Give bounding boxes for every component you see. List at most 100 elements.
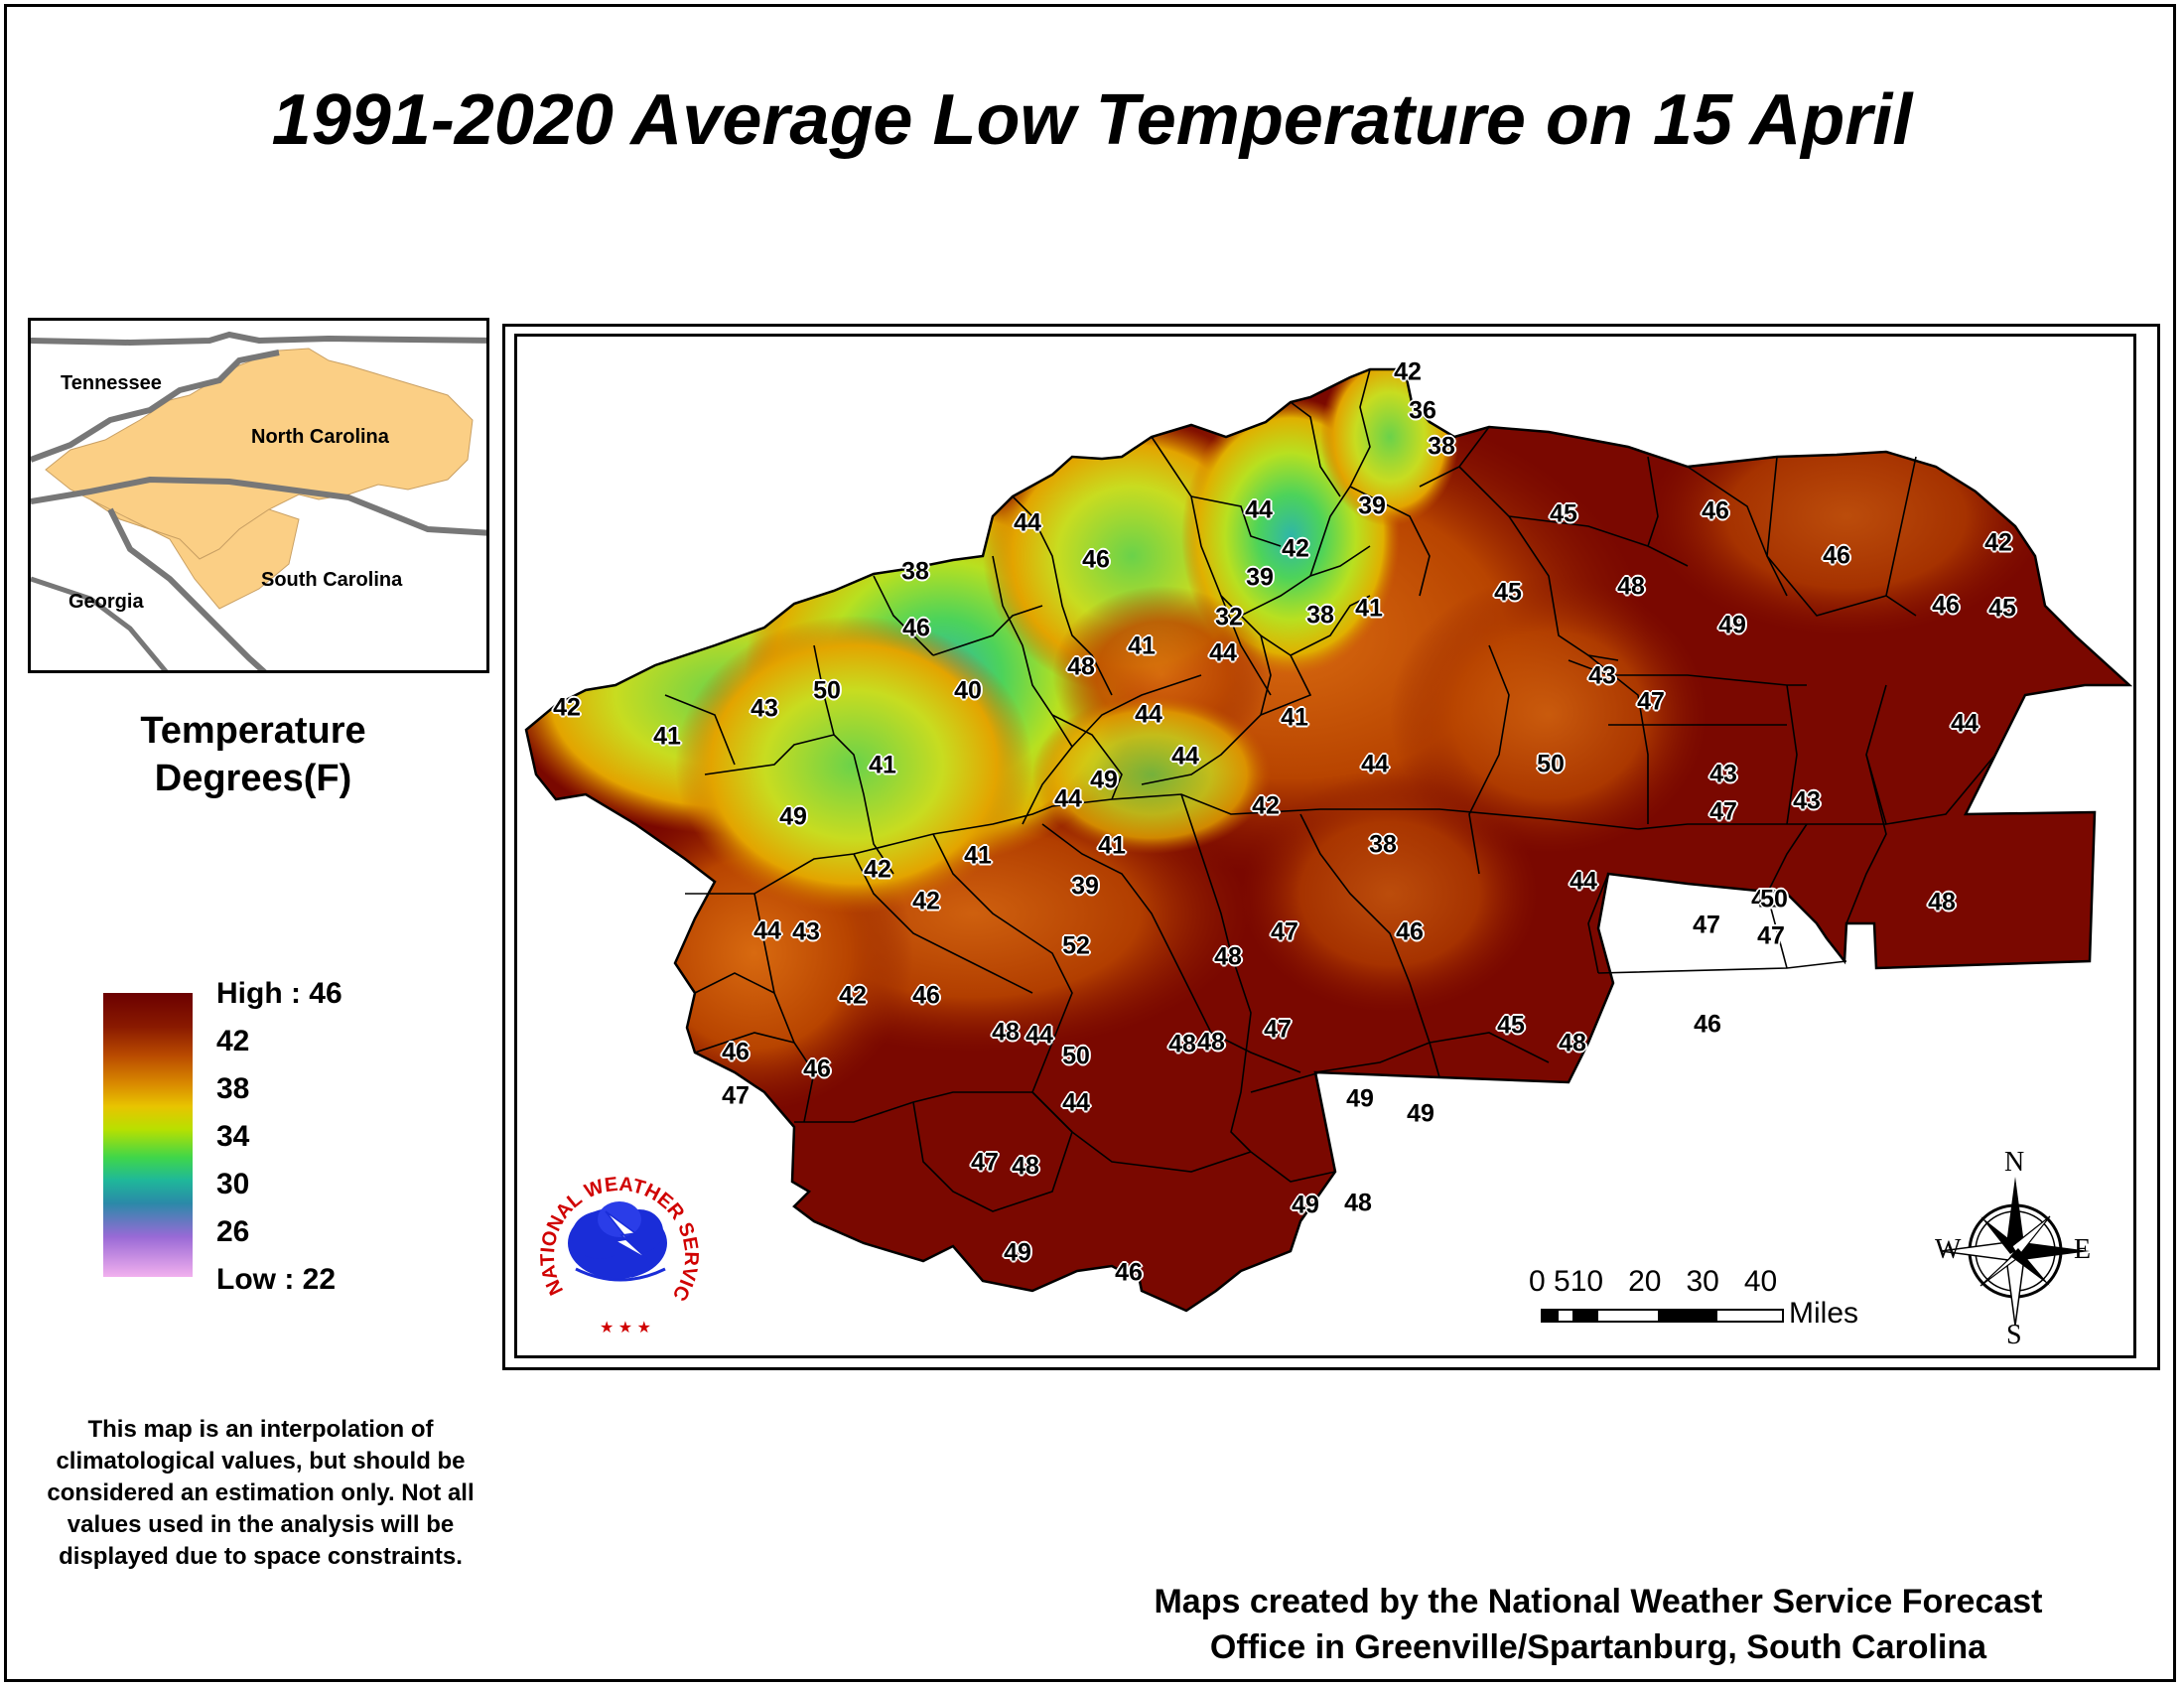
station-value: 46: [1115, 1258, 1143, 1287]
station-value: 42: [864, 855, 891, 884]
station-value: 46: [1396, 917, 1424, 946]
station-value: 42: [553, 693, 581, 722]
station-value: 41: [869, 751, 896, 779]
compass-icon: [1940, 1177, 2090, 1327]
legend-title: Temperature Degrees(F): [40, 707, 467, 802]
station-value: 38: [1369, 830, 1397, 859]
disclaimer-note: This map is an interpolation of climatol…: [47, 1416, 475, 1570]
inset-label-georgia: Georgia: [68, 591, 144, 613]
station-value: 46: [722, 1038, 750, 1066]
station-value: 39: [1246, 563, 1274, 592]
station-value: 44: [1361, 750, 1389, 778]
station-value: 47: [1271, 917, 1298, 946]
credit-line-2: Office in Greenville/Spartanburg, South …: [1209, 1628, 1987, 1666]
station-value: 41: [1281, 703, 1308, 732]
station-value: 46: [1694, 1010, 1721, 1039]
inset-map-graphic: [31, 331, 486, 670]
station-value: 38: [1428, 432, 1455, 461]
legend-tick-label: 26: [216, 1215, 250, 1248]
station-value: 49: [1346, 1084, 1374, 1113]
station-value: 43: [792, 917, 820, 946]
station-value: 41: [964, 841, 992, 870]
legend-color-ramp: [103, 993, 193, 1277]
station-value: 43: [1588, 661, 1616, 690]
station-value: 46: [1702, 496, 1729, 525]
lightning-icon: [605, 1210, 648, 1260]
station-value: 48: [1197, 1028, 1225, 1056]
station-value: 49: [1004, 1238, 1031, 1267]
inset-label-north-carolina: North Carolina: [251, 426, 389, 448]
station-value: 47: [722, 1081, 750, 1110]
station-value: 42: [912, 887, 940, 915]
compass-rose: N S W E: [1935, 1147, 2092, 1350]
legend-high-label: High : 46: [216, 977, 342, 1010]
scale-unit: Miles: [1789, 1297, 1859, 1330]
station-value: 45: [1550, 499, 1577, 528]
station-value: 42: [839, 981, 867, 1010]
station-value: 44: [1025, 1021, 1053, 1050]
station-value: 50: [1062, 1042, 1090, 1070]
station-value: 50: [813, 676, 841, 705]
legend-tick-label: 38: [216, 1072, 250, 1105]
station-value: 46: [902, 614, 930, 642]
station-value: 42: [1252, 791, 1280, 820]
station-value: 47: [1757, 921, 1785, 950]
station-value: 38: [901, 557, 929, 586]
logo-stars: ★ ★ ★: [600, 1320, 651, 1336]
map-frame: [502, 324, 2160, 1370]
station-value: 52: [1062, 931, 1090, 960]
scale-bar: [1541, 1309, 1784, 1323]
station-value: 44: [753, 916, 781, 945]
station-value: 48: [1214, 942, 1242, 971]
station-value: 36: [1409, 396, 1436, 425]
station-value: 43: [751, 694, 778, 723]
station-value: 42: [1394, 357, 1422, 386]
station-value: 42: [1751, 885, 1779, 914]
station-value: 43: [1709, 760, 1737, 788]
inset-label-tennessee: Tennessee: [61, 372, 162, 394]
station-value: 48: [1168, 1030, 1196, 1058]
legend-title-line2: Degrees(F): [154, 758, 352, 799]
station-value: 47: [1637, 687, 1665, 716]
compass-e: E: [2074, 1234, 2092, 1265]
map-inner-frame: [514, 334, 2136, 1358]
station-value: 44: [1014, 508, 1041, 537]
map-title: 1991-2020 Average Low Temperature on 15 …: [271, 80, 1913, 160]
station-value: 44: [1135, 700, 1162, 729]
station-value: 50: [1760, 885, 1788, 914]
station-value: 49: [1090, 766, 1118, 794]
station-value: 39: [1358, 492, 1386, 520]
station-value: 44: [1245, 495, 1273, 524]
legend-tick-label: 42: [216, 1025, 250, 1057]
station-value: 44: [1951, 709, 1979, 738]
station-value: 46: [1082, 545, 1110, 574]
station-value: 45: [1988, 594, 2016, 623]
station-value: 40: [954, 676, 982, 705]
compass-n: N: [2004, 1147, 2025, 1178]
station-value: 41: [653, 722, 681, 751]
legend-low-label: Low : 22: [216, 1263, 337, 1296]
credit-line-1: Maps created by the National Weather Ser…: [1154, 1583, 2043, 1620]
station-value: 44: [1209, 638, 1237, 667]
station-value: 44: [1570, 867, 1597, 896]
station-value: 41: [1098, 831, 1126, 860]
station-value: 39: [1071, 872, 1099, 901]
inset-label-south-carolina: South Carolina: [261, 569, 403, 591]
station-value: 42: [1984, 528, 2012, 557]
station-value: 49: [1718, 611, 1746, 639]
station-value: 47: [1264, 1015, 1292, 1044]
station-value: 46: [1932, 591, 1960, 620]
nws-logo: NATIONAL WEATHER SERVICE ★ ★ ★: [536, 1152, 702, 1336]
station-value: 44: [1062, 1088, 1090, 1117]
station-value: 45: [1494, 578, 1522, 607]
station-value: 46: [1823, 541, 1850, 570]
station-value: 48: [1559, 1029, 1586, 1057]
station-value: 42: [1282, 534, 1309, 563]
station-value: 46: [912, 981, 940, 1010]
station-value: 49: [1292, 1191, 1319, 1219]
station-value: 32: [1215, 603, 1243, 632]
station-value: 43: [1793, 786, 1821, 815]
station-value: 44: [1171, 742, 1199, 771]
station-value: 38: [1306, 601, 1334, 630]
